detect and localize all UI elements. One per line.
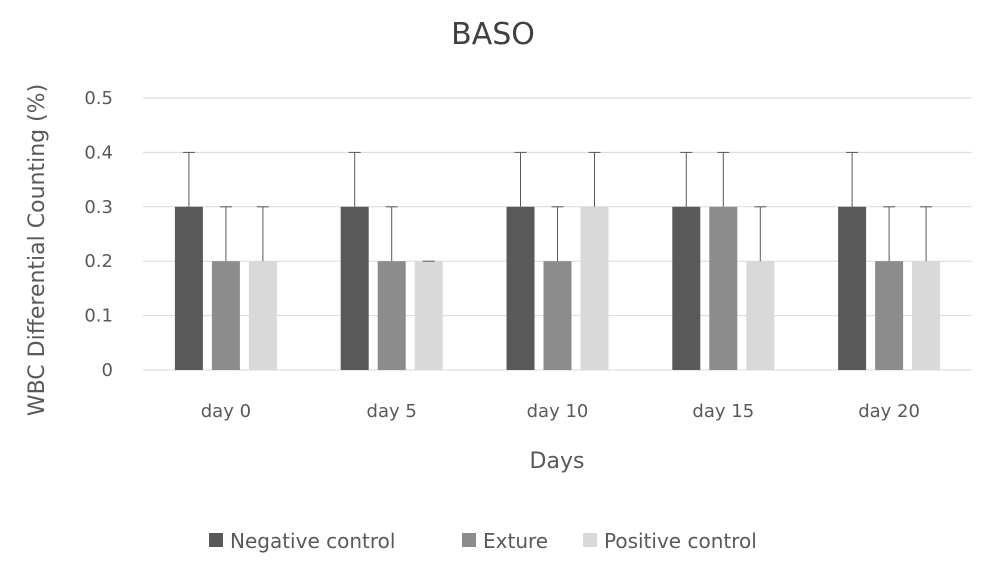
bar-negative-control-day-10: [506, 206, 535, 370]
error-bar: [514, 151, 527, 207]
x-tick-label: day 10: [527, 401, 589, 422]
bar-exture-day-10: [543, 261, 572, 370]
error-bar: [385, 206, 398, 262]
x-tick-label: day 5: [367, 401, 417, 422]
y-tick-label: 0.5: [84, 88, 113, 109]
y-tick-label: 0.3: [84, 197, 113, 218]
legend: Negative control Exture Positive control: [209, 529, 757, 553]
error-bar: [551, 206, 564, 262]
x-tick-label: day 0: [201, 401, 251, 422]
error-bar: [588, 151, 601, 207]
y-tick-label: 0.1: [84, 306, 113, 327]
bar-negative-control-day-5: [340, 206, 369, 370]
error-bar: [754, 206, 767, 262]
error-bars: [182, 151, 933, 262]
bar-exture-day-15: [709, 206, 738, 370]
x-tick-label: day 20: [858, 401, 920, 422]
bar-positive-control-day-10: [580, 206, 609, 370]
bar-positive-control-day-15: [746, 261, 775, 370]
legend-swatch: [209, 533, 223, 547]
legend-item: Negative control: [209, 529, 395, 553]
error-bar: [846, 151, 859, 207]
bar-negative-control-day-20: [838, 206, 867, 370]
bar-negative-control-day-15: [672, 206, 701, 370]
x-axis-ticks: day 0 day 5 day 10 day 15 day 20: [201, 401, 920, 422]
y-tick-label: 0.2: [84, 251, 113, 272]
legend-swatch: [462, 533, 476, 547]
bar-exture-day-20: [875, 261, 904, 370]
bar-exture-day-0: [211, 261, 240, 370]
y-tick-label: 0: [102, 360, 113, 381]
legend-label: Negative control: [230, 529, 395, 553]
y-axis-title: WBC Differential Counting (%): [25, 84, 50, 416]
bar-positive-control-day-20: [912, 261, 941, 370]
legend-label: Positive control: [604, 529, 757, 553]
error-bar: [680, 151, 693, 207]
error-bar: [219, 206, 232, 262]
legend-item: Positive control: [583, 529, 757, 553]
x-axis-title: Days: [530, 449, 585, 474]
y-tick-label: 0.4: [84, 142, 113, 163]
error-bar: [883, 206, 896, 262]
bar-positive-control-day-0: [248, 261, 277, 370]
legend-item: Exture: [462, 529, 548, 553]
legend-label: Exture: [483, 529, 548, 553]
error-bar: [182, 151, 195, 207]
error-bar: [920, 206, 933, 262]
error-bar: [256, 206, 269, 262]
chart-title: BASO: [451, 17, 535, 52]
y-axis-ticks: 0 0.1 0.2 0.3 0.4 0.5: [84, 88, 113, 381]
bar-positive-control-day-5: [414, 261, 443, 370]
error-bar: [348, 151, 361, 207]
bar-exture-day-5: [377, 261, 406, 370]
bars: [174, 206, 941, 370]
legend-swatch: [583, 533, 597, 547]
error-bar: [717, 151, 730, 207]
bar-negative-control-day-0: [174, 206, 203, 370]
x-tick-label: day 15: [692, 401, 754, 422]
